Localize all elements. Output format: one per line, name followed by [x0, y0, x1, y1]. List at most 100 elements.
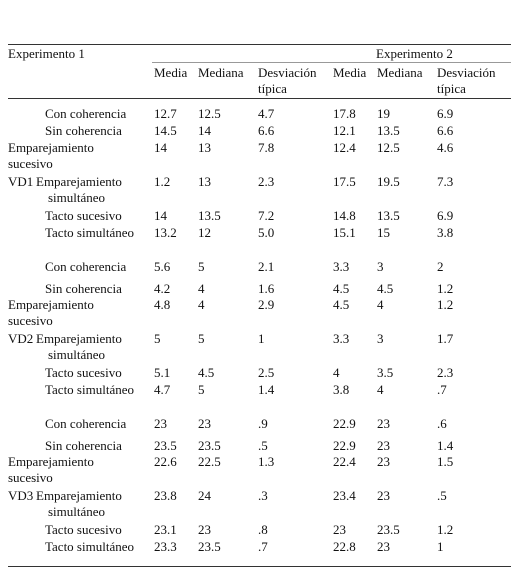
cell: 4.5: [333, 297, 350, 312]
cell: 6.6: [437, 123, 454, 138]
cell: 1.3: [258, 454, 275, 469]
row-label: Sin coherencia: [45, 123, 122, 138]
cell: 2.5: [258, 365, 275, 380]
cell: 12.1: [333, 123, 356, 138]
group-header: Experimento 1: [8, 46, 85, 61]
row-label: Tacto simultáneo: [45, 225, 134, 240]
cell: 22.6: [154, 454, 177, 469]
row-label: Emparejamiento simultáneo: [36, 488, 122, 519]
row-label: Emparejamiento simultáneo: [36, 174, 122, 205]
row-label: Tacto simultáneo: [45, 382, 134, 397]
cell: 5: [198, 259, 205, 274]
cell: 2.9: [258, 297, 275, 312]
row-label: Emparejamiento sucesivo: [8, 454, 94, 485]
cell: 1.5: [437, 454, 454, 469]
cell: 1.4: [437, 438, 454, 453]
cell: 14.8: [333, 208, 356, 223]
cell: 23.5: [198, 438, 221, 453]
cell: 23.3: [154, 539, 177, 554]
row-label: Emparejamiento simultáneo: [36, 331, 122, 362]
cell: 4.5: [198, 365, 215, 380]
cell: 23: [198, 416, 211, 431]
cell: 6.6: [258, 123, 275, 138]
row-label: Tacto sucesivo: [45, 365, 122, 380]
cell: 12.4: [333, 140, 356, 155]
column-header: Desviación típica: [258, 65, 317, 96]
row-group: VD1: [8, 174, 34, 189]
cell: 3.8: [333, 382, 350, 397]
cell: 22.9: [333, 416, 356, 431]
header-rule: [152, 62, 511, 63]
cell: 22.4: [333, 454, 356, 469]
cell: 3.3: [333, 331, 350, 346]
cell: 1.6: [258, 281, 275, 296]
cell: 13.5: [377, 208, 400, 223]
cell: 2.3: [437, 365, 454, 380]
cell: 3.8: [437, 225, 454, 240]
cell: 1.2: [437, 522, 454, 537]
cell: .7: [437, 382, 447, 397]
cell: 22.8: [333, 539, 356, 554]
cell: 23: [377, 454, 390, 469]
cell: .8: [258, 522, 268, 537]
cell: 15.1: [333, 225, 356, 240]
row-group: VD2: [8, 331, 34, 346]
cell: 1: [258, 331, 265, 346]
cell: 13.5: [198, 208, 221, 223]
cell: 7.8: [258, 140, 275, 155]
cell: 12.5: [377, 140, 400, 155]
cell: 3: [377, 331, 384, 346]
cell: 12.5: [198, 106, 221, 121]
cell: 5.6: [154, 259, 171, 274]
cell: 23: [377, 488, 390, 503]
row-label: Emparejamiento sucesivo: [8, 297, 94, 328]
cell: 23.5: [377, 522, 400, 537]
cell: 23: [377, 438, 390, 453]
cell: 23: [377, 416, 390, 431]
cell: 3: [377, 259, 384, 274]
cell: 13: [198, 140, 211, 155]
cell: 4.7: [154, 382, 171, 397]
cell: 23.4: [333, 488, 356, 503]
cell: 14: [154, 140, 167, 155]
cell: 1: [437, 539, 444, 554]
cell: 3.5: [377, 365, 394, 380]
cell: 7.2: [258, 208, 275, 223]
row-label: Con coherencia: [45, 259, 127, 274]
cell: 4.5: [333, 281, 350, 296]
cell: 23.1: [154, 522, 177, 537]
row-label: Tacto sucesivo: [45, 208, 122, 223]
cell: 6.9: [437, 106, 454, 121]
row-label: Sin coherencia: [45, 281, 122, 296]
cell: 5: [198, 382, 205, 397]
cell: 1.7: [437, 331, 454, 346]
cell: 4: [198, 297, 205, 312]
cell: 1.2: [437, 297, 454, 312]
row-label: Emparejamiento sucesivo: [8, 140, 94, 171]
cell: .9: [258, 416, 268, 431]
cell: 22.9: [333, 438, 356, 453]
cell: 4: [377, 297, 384, 312]
cell: 6.9: [437, 208, 454, 223]
cell: 4: [377, 382, 384, 397]
cell: 4.2: [154, 281, 171, 296]
cell: 23: [377, 539, 390, 554]
cell: 4.8: [154, 297, 171, 312]
cell: .3: [258, 488, 268, 503]
cell: 22.5: [198, 454, 221, 469]
row-label: Sin coherencia: [45, 438, 122, 453]
column-header: Desviación típica: [437, 65, 496, 96]
row-group: VD3: [8, 488, 34, 503]
cell: 5: [198, 331, 205, 346]
cell: .7: [258, 539, 268, 554]
cell: 12: [198, 225, 211, 240]
row-label: Con coherencia: [45, 106, 127, 121]
cell: 14.5: [154, 123, 177, 138]
cell: 1.4: [258, 382, 275, 397]
cell: 2.3: [258, 174, 275, 189]
cell: 2.1: [258, 259, 275, 274]
cell: 2: [437, 259, 444, 274]
cell: 3.3: [333, 259, 350, 274]
cell: 4.5: [377, 281, 394, 296]
